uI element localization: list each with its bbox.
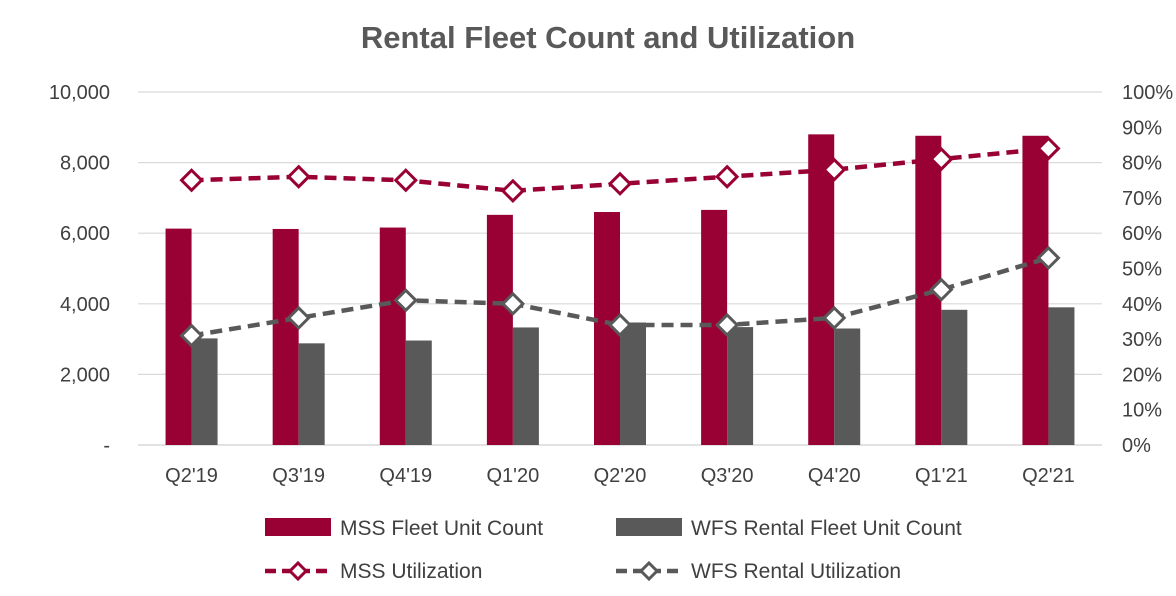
right-tick-label: 0% — [1122, 435, 1151, 457]
right-tick-label: 40% — [1122, 294, 1162, 316]
legend-swatch-wfs-utilization — [616, 560, 682, 582]
right-tick-label: 20% — [1122, 364, 1162, 386]
point-wfs-utilization — [607, 312, 633, 338]
legend-swatch-mss-fleet — [265, 518, 331, 536]
point-wfs-utilization — [500, 291, 526, 316]
point-wfs-utilization — [714, 312, 740, 338]
right-tick-label: 70% — [1122, 188, 1162, 210]
x-tick-label: Q2'21 — [1022, 465, 1075, 487]
right-tick-label: 50% — [1122, 259, 1162, 281]
bar-wfs-fleet — [1048, 307, 1075, 445]
point-wfs-utilization — [393, 288, 418, 313]
x-tick-label: Q4'20 — [808, 465, 861, 487]
bar-wfs-fleet — [405, 340, 432, 445]
x-tick-label: Q3'20 — [701, 465, 754, 487]
point-mss-utilization — [500, 178, 526, 203]
right-tick-label: 90% — [1122, 117, 1162, 139]
x-axis-ticks: Q2'19 Q3'19 Q4'19 Q1'20 Q2'20 Q3'20 Q4'20 Q1'21… — [165, 465, 1075, 487]
bar-wfs-fleet — [620, 322, 646, 445]
point-wfs-utilization — [929, 277, 954, 302]
bar-wfs-fleet — [191, 338, 218, 445]
right-tick-label: 80% — [1122, 153, 1162, 175]
bar-mss-fleet — [808, 134, 835, 446]
left-axis-ticks: - 2,000 4,000 6,000 8,000 10,000 — [49, 82, 110, 457]
point-mss-utilization — [179, 168, 204, 193]
legend-swatch-mss-utilization — [265, 560, 331, 582]
legend-label-mss-utilization: MSS Utilization — [340, 560, 482, 583]
x-tick-label: Q1'21 — [915, 465, 968, 487]
bar-wfs-fleet — [512, 327, 539, 445]
left-tick-label: 6,000 — [60, 223, 110, 245]
right-tick-label: 60% — [1122, 223, 1162, 245]
legend-label-wfs-fleet: WFS Rental Fleet Unit Count — [691, 517, 962, 540]
point-mss-utilization — [393, 168, 418, 193]
x-tick-label: Q3'19 — [272, 465, 325, 487]
point-mss-utilization — [286, 164, 311, 189]
bar-mss-fleet — [1022, 135, 1049, 445]
legend-swatch-wfs-fleet — [616, 518, 682, 536]
left-tick-label: 2,000 — [60, 364, 110, 386]
right-tick-label: 100% — [1122, 82, 1173, 104]
x-tick-label: Q4'19 — [379, 465, 432, 487]
right-tick-label: 10% — [1122, 400, 1162, 422]
point-mss-utilization — [607, 171, 633, 196]
point-wfs-utilization — [179, 323, 204, 348]
bar-wfs-fleet — [727, 327, 754, 445]
line-wfs-utilization — [191, 255, 1050, 338]
bar-wfs-fleet — [834, 328, 861, 445]
left-tick-label: 4,000 — [60, 294, 110, 316]
right-axis-ticks: 0% 10% 20% 30% 40% 50% 60% 70% 80% 90% 100% — [1122, 82, 1173, 457]
legend-label-mss-fleet: MSS Fleet Unit Count — [340, 517, 543, 540]
bar-wfs-fleet — [941, 309, 968, 445]
bars — [165, 134, 1075, 446]
point-wfs-utilization — [822, 305, 847, 331]
bar-mss-fleet — [272, 228, 299, 445]
x-tick-label: Q2'20 — [594, 465, 647, 487]
legend: MSS Fleet Unit Count WFS Rental Fleet Un… — [265, 517, 962, 583]
point-wfs-utilization — [1036, 245, 1061, 271]
left-tick-label: 8,000 — [60, 153, 110, 175]
bar-wfs-fleet — [298, 343, 325, 445]
x-tick-label: Q1'20 — [487, 465, 540, 487]
legend-label-wfs-utilization: WFS Rental Utilization — [691, 560, 901, 583]
right-tick-label: 30% — [1122, 329, 1162, 351]
left-tick-label: 10,000 — [49, 82, 110, 104]
point-mss-utilization — [929, 146, 954, 172]
bar-mss-fleet — [486, 214, 513, 445]
chart-title: Rental Fleet Count and Utilization — [361, 20, 855, 55]
point-wfs-utilization — [286, 305, 311, 331]
lines — [179, 136, 1061, 348]
point-mss-utilization — [714, 164, 740, 189]
x-tick-label: Q2'19 — [165, 465, 218, 487]
left-tick-label: - — [103, 435, 110, 457]
point-mss-utilization — [822, 157, 847, 182]
bar-mss-fleet — [379, 227, 406, 445]
point-mss-utilization — [1036, 136, 1061, 161]
